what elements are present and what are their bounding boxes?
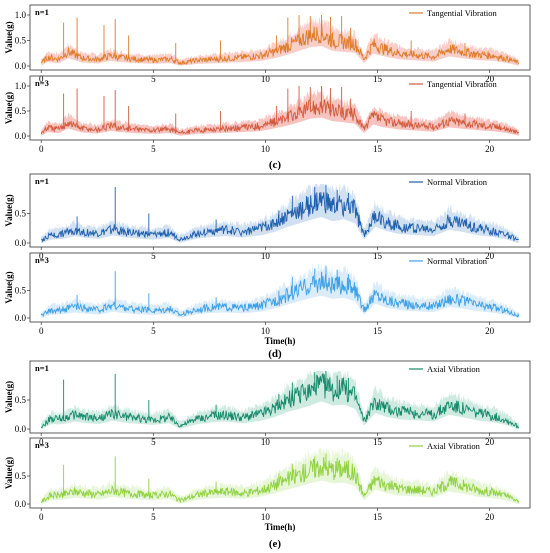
plot-frame <box>29 360 531 434</box>
x-tick-label: 5 <box>151 144 156 154</box>
x-tick-label: 15 <box>373 437 383 447</box>
series-line <box>40 24 520 66</box>
x-tick-label: 10 <box>261 144 271 154</box>
x-tick-label: 20 <box>485 74 495 84</box>
panel-label: n=1 <box>35 363 49 373</box>
x-tick-label: 0 <box>39 144 44 154</box>
y-axis-label: Value(g) <box>4 92 14 124</box>
panel-d-n1: 0.0 0.5 0 5 10 15 20 Value(g) n=1 Normal Vibratio… <box>4 173 531 261</box>
series-line <box>40 456 520 504</box>
legend-entry: Axial Vibration <box>427 364 481 374</box>
y-tick-label: 0.5 <box>15 36 27 46</box>
y-tick-label: 0.0 <box>15 238 27 248</box>
y-tick-label: 0.0 <box>15 499 27 509</box>
x-tick-label: 15 <box>373 512 383 522</box>
x-tick-label: 20 <box>485 437 495 447</box>
x-tick-label: 20 <box>485 512 495 522</box>
y-tick-label: 0.5 <box>15 471 27 481</box>
y-tick-label: 1.0 <box>15 81 27 91</box>
panel-c-n3: 0.0 0.5 1.0 0 5 10 15 20 Value(g) n=3 Tangential V… <box>4 75 531 154</box>
plot-frame <box>29 437 531 509</box>
x-tick-label: 15 <box>373 326 383 336</box>
x-tick-label: 0 <box>39 512 44 522</box>
x-tick-label: 15 <box>373 74 383 84</box>
panel-c-n1: 0.0 0.5 1.0 0 5 10 15 20 Value(g) n=1 Tangential V… <box>4 4 531 84</box>
plot-frame <box>29 173 531 248</box>
x-tick-label: 15 <box>373 251 383 261</box>
panel-label: n=3 <box>35 255 49 265</box>
series-line <box>40 271 520 318</box>
x-tick-label: 5 <box>151 251 156 261</box>
x-tick-label: 20 <box>485 251 495 261</box>
y-tick-label: 0.0 <box>15 313 27 323</box>
x-axis-label: Time(h) <box>265 522 296 532</box>
x-tick-label: 5 <box>151 512 156 522</box>
y-tick-label: 0.5 <box>15 106 27 116</box>
subfigure-caption: (d) <box>268 348 282 360</box>
panel-e-n3: 0.0 0.5 0 5 10 15 20 Value(g) Time(h) n=3 Axial Vi… <box>4 437 531 532</box>
y-axis-label: Value(g) <box>4 457 14 489</box>
y-axis-label: Value(g) <box>4 271 14 303</box>
x-tick-label: 0 <box>39 74 44 84</box>
y-axis-label: Value(g) <box>4 21 14 53</box>
x-axis-label: Time(h) <box>265 336 296 346</box>
y-tick-label: 0.0 <box>15 424 27 434</box>
x-tick-label: 10 <box>261 74 271 84</box>
plot-frame <box>29 75 531 141</box>
legend-entry: Tangential Vibration <box>427 8 498 18</box>
legend-entry: Normal Vibration <box>427 256 488 266</box>
plot-frame <box>29 252 531 323</box>
y-tick-label: 0.0 <box>15 131 27 141</box>
x-tick-label: 5 <box>151 326 156 336</box>
series-envelope <box>41 263 519 318</box>
x-tick-label: 20 <box>485 326 495 336</box>
y-tick-label: 0.5 <box>15 209 27 219</box>
x-tick-label: 10 <box>261 251 271 261</box>
series-line <box>40 372 520 429</box>
y-tick-label: 0.5 <box>15 286 27 296</box>
series-line <box>40 98 520 135</box>
panel-e-n1: 0.0 0.5 0 5 10 15 20 Value(g) n=1 Axial Vibration <box>4 360 531 447</box>
legend-entry: Axial Vibration <box>427 441 481 451</box>
panel-label: n=1 <box>35 176 49 186</box>
x-tick-label: 10 <box>261 512 271 522</box>
panel-label: n=3 <box>35 78 49 88</box>
series-line <box>41 192 519 243</box>
y-axis-label: Value(g) <box>4 194 14 226</box>
panel-label: n=1 <box>35 7 49 17</box>
panel-d-n3: 0.0 0.5 0 5 10 15 20 Value(g) Time(h) n=3 Normal V… <box>4 252 531 346</box>
y-tick-label: 0.5 <box>15 395 27 405</box>
legend-entry: Tangential Vibration <box>427 79 498 89</box>
legend-entry: Normal Vibration <box>427 177 488 187</box>
plot-frame <box>29 4 531 71</box>
y-tick-label: 1.0 <box>15 10 27 20</box>
series-envelope <box>41 448 519 504</box>
x-tick-label: 20 <box>485 144 495 154</box>
subfigure-caption: (e) <box>269 538 282 550</box>
subfigure-caption: (c) <box>269 159 282 171</box>
y-axis-label: Value(g) <box>4 381 14 413</box>
x-tick-label: 0 <box>39 251 44 261</box>
y-tick-label: 0.0 <box>15 61 27 71</box>
x-tick-label: 15 <box>373 144 383 154</box>
x-tick-label: 10 <box>261 326 271 336</box>
x-tick-label: 0 <box>39 326 44 336</box>
x-tick-label: 10 <box>261 437 271 447</box>
series-envelope <box>41 371 519 429</box>
x-tick-label: 5 <box>151 437 156 447</box>
panel-label: n=3 <box>35 440 49 450</box>
series-envelope <box>41 184 519 243</box>
series-envelope <box>41 87 519 136</box>
x-tick-label: 0 <box>39 437 44 447</box>
x-tick-label: 5 <box>151 74 156 84</box>
